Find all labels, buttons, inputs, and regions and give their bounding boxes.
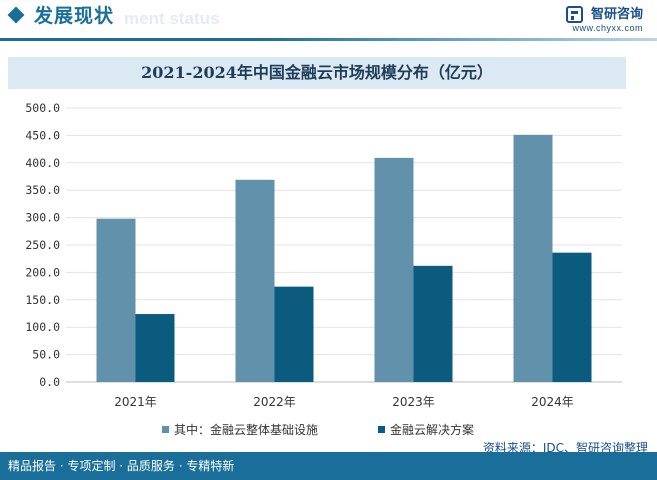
bar-solutions	[413, 265, 453, 382]
bar-solutions	[552, 252, 592, 382]
y-tick-label: 450.0	[25, 128, 60, 142]
x-axis-categories: 2021年 2022年 2023年 2024年	[114, 395, 574, 409]
legend-swatch	[162, 426, 169, 433]
chart-title-band	[8, 57, 626, 89]
y-tick-label: 150.0	[25, 293, 60, 307]
y-tick-label: 500.0	[25, 101, 60, 115]
bar-infrastructure	[235, 179, 275, 382]
section-title: 发展现状	[34, 5, 115, 27]
y-tick-label: 0.0	[39, 375, 60, 389]
bars	[96, 134, 592, 382]
footer-bar	[0, 452, 657, 480]
bar-infrastructure	[96, 218, 136, 382]
bar-chart: 0.0 50.0 100.0 150.0 200.0 250.0 300.0 350.0 400…	[25, 101, 622, 437]
brand-name: 智研咨询	[590, 7, 643, 22]
y-tick-label: 100.0	[25, 320, 60, 334]
legend-label: 其中：金融云整体基础设施	[174, 422, 318, 437]
bar-solutions	[135, 314, 175, 382]
y-tick-label: 200.0	[25, 265, 60, 279]
y-tick-label: 300.0	[25, 211, 60, 225]
legend-swatch	[378, 426, 385, 433]
brand-url: www.chyxx.com	[572, 23, 643, 33]
bar-solutions	[274, 286, 314, 382]
y-tick-label: 350.0	[25, 183, 60, 197]
x-category-label: 2024年	[531, 395, 574, 409]
x-category-label: 2023年	[392, 395, 435, 409]
y-axis-ticks: 0.0 50.0 100.0 150.0 200.0 250.0 300.0 350.0 400…	[25, 101, 60, 389]
bar-infrastructure	[374, 157, 414, 382]
footer-text: 精品报告 · 专项定制 · 品质服务 · 专精特新	[8, 459, 235, 473]
brand: 智研咨询 www.chyxx.com	[565, 4, 643, 33]
legend-label: 金融云解决方案	[390, 422, 474, 437]
x-category-label: 2021年	[114, 395, 157, 409]
legend: 其中：金融云整体基础设施 金融云解决方案	[162, 422, 474, 437]
x-category-label: 2022年	[253, 395, 296, 409]
y-tick-label: 400.0	[25, 156, 60, 170]
y-tick-label: 250.0	[25, 238, 60, 252]
section-subtitle: ment status	[124, 9, 220, 28]
source-note: 资料来源：IDC、智研咨询整理	[482, 441, 648, 455]
header-divider-fade	[260, 38, 657, 41]
brand-logo-icon	[565, 6, 583, 23]
section-header: 发展现状 ment status 智研咨询 www.chyxx.com	[0, 0, 657, 44]
chart-title: 2021-2024年中国金融云市场规模分布（亿元）	[141, 63, 493, 82]
y-tick-label: 50.0	[32, 348, 60, 362]
bar-infrastructure	[513, 134, 553, 382]
